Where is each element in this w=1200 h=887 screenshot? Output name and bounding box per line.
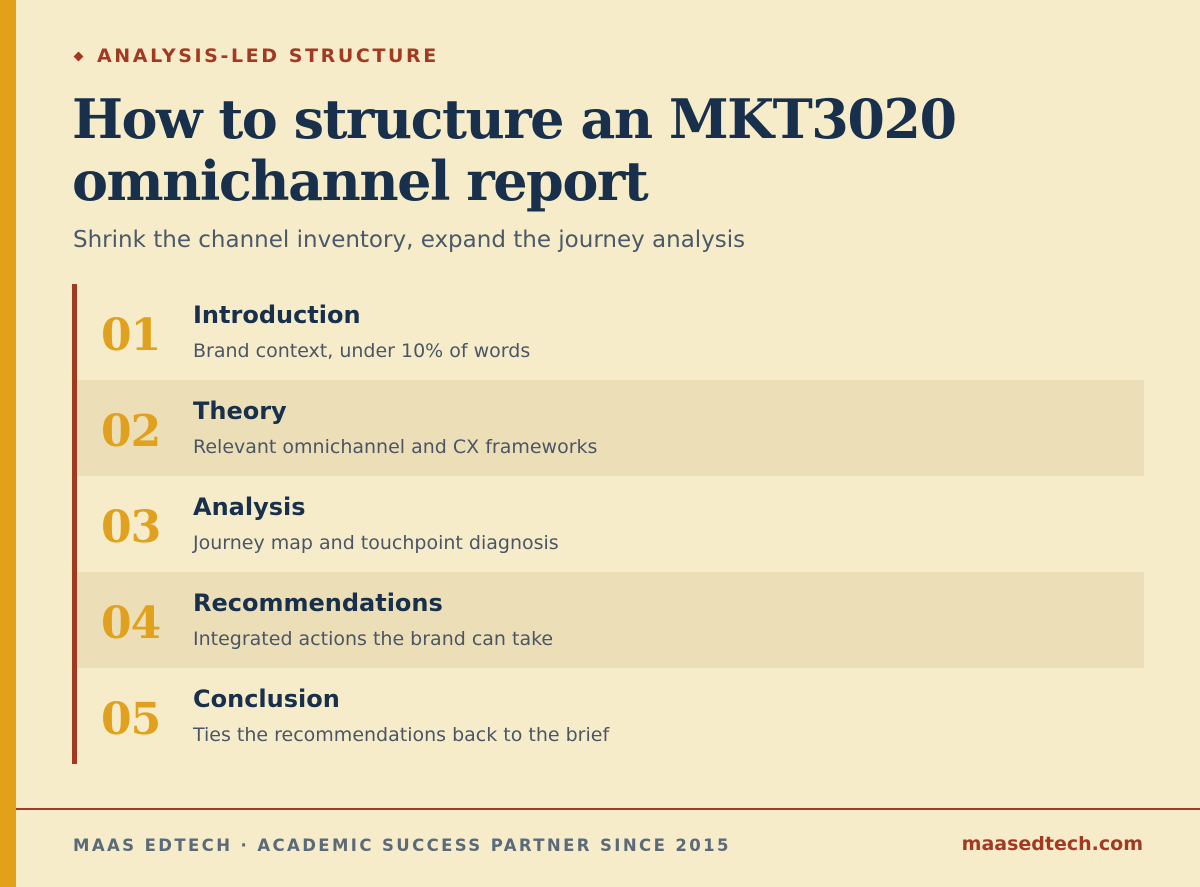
- step-conclusion: 05 Conclusion Ties the recommendations b…: [77, 668, 1144, 764]
- eyebrow: ANALYSIS-LED STRUCTURE: [73, 45, 439, 67]
- title-line-2: omnichannel report: [72, 149, 649, 213]
- subtitle: Shrink the channel inventory, expand the…: [73, 227, 746, 253]
- step-heading: Analysis: [193, 493, 306, 521]
- step-recommendations: 04 Recommendations Integrated actions th…: [77, 572, 1144, 668]
- footer-website-link[interactable]: maasedtech.com: [961, 833, 1143, 855]
- step-number: 04: [101, 598, 161, 649]
- step-number: 02: [101, 406, 161, 457]
- step-number: 03: [101, 502, 161, 553]
- steps-list: 01 Introduction Brand context, under 10%…: [72, 284, 1144, 764]
- step-description: Journey map and touchpoint diagnosis: [193, 532, 559, 554]
- footer-tagline: MAAS EDTECH · ACADEMIC SUCCESS PARTNER S…: [73, 836, 731, 855]
- step-analysis: 03 Analysis Journey map and touchpoint d…: [77, 476, 1144, 572]
- step-description: Integrated actions the brand can take: [193, 628, 554, 650]
- step-description: Ties the recommendations back to the bri…: [193, 724, 610, 746]
- left-accent-bar: [0, 0, 16, 887]
- step-theory: 02 Theory Relevant omnichannel and CX fr…: [77, 380, 1144, 476]
- step-introduction: 01 Introduction Brand context, under 10%…: [77, 284, 1144, 380]
- step-heading: Conclusion: [193, 685, 340, 713]
- diamond-icon: [73, 51, 84, 61]
- step-heading: Recommendations: [193, 589, 443, 617]
- step-description: Brand context, under 10% of words: [193, 340, 531, 362]
- title-line-1: How to structure an MKT3020: [72, 87, 957, 151]
- page-title: How to structure an MKT3020 omnichannel …: [72, 88, 1152, 212]
- footer-divider: [16, 808, 1200, 810]
- step-number: 01: [101, 310, 161, 361]
- step-number: 05: [101, 694, 161, 745]
- eyebrow-label: ANALYSIS-LED STRUCTURE: [97, 45, 439, 67]
- step-description: Relevant omnichannel and CX frameworks: [193, 436, 598, 458]
- step-heading: Introduction: [193, 301, 361, 329]
- step-heading: Theory: [193, 397, 287, 425]
